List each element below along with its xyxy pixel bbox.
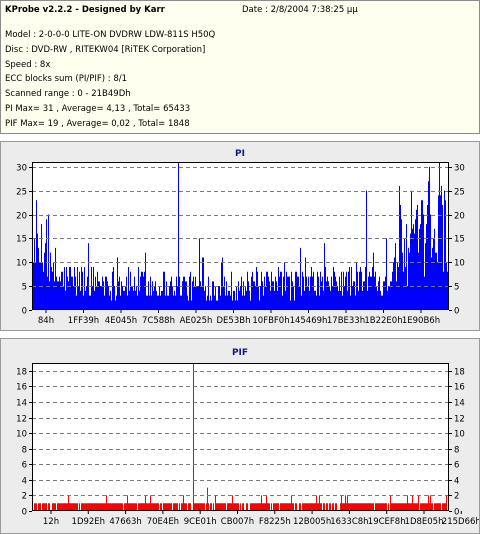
y-tick-label-left: 30 xyxy=(16,164,27,174)
x-tick-label: 145469h xyxy=(290,316,328,326)
pi-chart: PI 0 0 5 5 10 10 15 15 20 20 25 25 30 30 84h 1FF39h 4E04… xyxy=(16,149,465,326)
x-tick-label: 17BE33h xyxy=(327,316,365,326)
x-tick-label: 1D92Eh xyxy=(72,517,106,527)
y-tick-label-left: 20 xyxy=(16,212,27,222)
x-tick-label: 84h xyxy=(38,316,54,326)
pi-chart-title: PI xyxy=(235,149,245,159)
disc-line: Disc : DVD-RW , RITEKW04 [RiTEK Corporat… xyxy=(5,45,206,55)
ecc-line: ECC blocks sum (PI/PIF) : 8/1 xyxy=(5,74,128,84)
y-tick-label-right: 0 xyxy=(454,307,459,317)
x-tick-label: 9CE01h xyxy=(184,517,217,527)
y-tick-label-right: 4 xyxy=(454,477,459,487)
y-tick-label-right: 16 xyxy=(454,383,465,393)
x-tick-label: 1B22E0h xyxy=(364,316,402,326)
y-tick-label-left: 6 xyxy=(22,461,27,471)
y-tick-label-left: 0 xyxy=(22,307,27,317)
y-tick-label-left: 14 xyxy=(16,399,27,409)
y-tick-label-left: 10 xyxy=(16,430,27,440)
x-tick-label: 47663h xyxy=(109,517,141,527)
pif-summary-line: PIF Max= 19 , Average= 0,02 , Total= 184… xyxy=(5,119,190,129)
y-tick-label-right: 12 xyxy=(454,415,465,425)
y-tick-label-right: 20 xyxy=(454,212,465,222)
plot-frame xyxy=(32,162,449,310)
pif-chart: PIF 0 0 2 2 4 4 6 6 8 8 10 10 12 12 14 14 16 16 18 18 12h 1D9… xyxy=(16,348,479,527)
y-tick-label-right: 15 xyxy=(454,235,465,245)
pi-summary-line: PI Max= 31 , Average= 4,13 , Total= 6543… xyxy=(5,104,191,114)
range-line: Scanned range : 0 - 21B49Dh xyxy=(5,89,131,99)
y-tick-label-right: 18 xyxy=(454,368,465,378)
x-tick-label: 12h xyxy=(43,517,59,527)
y-tick-label-right: 30 xyxy=(454,164,465,174)
y-tick-label-right: 5 xyxy=(454,283,459,293)
model-line: Model : 2-0-0-0 LITE-ON DVDRW LDW-811S H… xyxy=(5,30,216,40)
y-tick-label-left: 2 xyxy=(22,492,27,502)
y-tick-label-left: 10 xyxy=(16,259,27,269)
x-tick-label: 19CEF8h xyxy=(368,517,406,527)
info-panel: KProbe v2.2.2 - Designed by Karr Date : … xyxy=(0,0,480,134)
x-tick-label: 7C588h xyxy=(142,316,175,326)
y-tick-label-right: 10 xyxy=(454,259,465,269)
y-tick-label-left: 25 xyxy=(16,188,27,198)
x-tick-label: 1633C8h xyxy=(330,517,368,527)
x-tick-label: 10FBF0h xyxy=(252,316,289,326)
x-tick-label: 4E045h xyxy=(105,316,137,326)
x-tick-label: 1E90B6h xyxy=(402,316,440,326)
y-tick-label-right: 8 xyxy=(454,446,459,456)
x-tick-label: 1D8E05h xyxy=(405,517,444,527)
y-tick-label-left: 0 xyxy=(22,508,27,518)
app-title: KProbe v2.2.2 - Designed by Karr xyxy=(5,5,165,15)
y-tick-label-right: 2 xyxy=(454,492,459,502)
scan-date: Date : 2/8/2004 7:38:25 μμ xyxy=(242,5,358,15)
x-tick-label: AE025h xyxy=(180,316,213,326)
y-tick-label-left: 12 xyxy=(16,415,27,425)
pi-chart-panel: PI 0 0 5 5 10 10 15 15 20 20 25 25 30 30 84h 1FF39h 4E04… xyxy=(0,141,480,331)
speed-line: Speed : 8x xyxy=(5,60,51,70)
y-tick-label-right: 25 xyxy=(454,188,465,198)
y-tick-label-left: 16 xyxy=(16,383,27,393)
bar-series xyxy=(32,363,449,511)
pif-chart-panel: PIF 0 0 2 2 4 4 6 6 8 8 10 10 12 12 14 14 16 16 18 18 12h 1D9… xyxy=(0,338,480,534)
x-tick-label: F8225h xyxy=(259,517,291,527)
x-tick-label: 12B005h xyxy=(293,517,331,527)
y-tick-label-left: 18 xyxy=(16,368,27,378)
x-tick-label: 70E4Eh xyxy=(147,517,179,527)
plot-frame xyxy=(32,363,449,511)
x-tick-label: 215D66h xyxy=(442,517,479,527)
x-tick-label: DE53Bh xyxy=(217,316,251,326)
y-tick-label-left: 8 xyxy=(22,446,27,456)
x-tick-label: 1FF39h xyxy=(68,316,99,326)
pif-chart-title: PIF xyxy=(232,348,248,358)
y-tick-label-right: 14 xyxy=(454,399,465,409)
y-tick-label-left: 5 xyxy=(22,283,27,293)
x-tick-label: CB007h xyxy=(221,517,254,527)
plot-area xyxy=(32,363,449,511)
y-tick-label-right: 0 xyxy=(454,508,459,518)
y-tick-label-left: 15 xyxy=(16,235,27,245)
y-tick-label-right: 10 xyxy=(454,430,465,440)
y-tick-label-left: 4 xyxy=(22,477,27,487)
y-tick-label-right: 6 xyxy=(454,461,459,471)
